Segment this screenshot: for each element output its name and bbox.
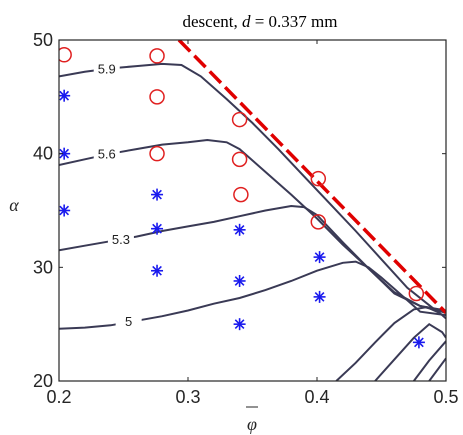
star-marker	[59, 204, 71, 217]
contour-label-background	[93, 60, 120, 77]
y-tick-label: 50	[33, 30, 53, 50]
boundary-line	[177, 40, 446, 315]
contour-label: 5	[125, 314, 132, 329]
star-marker	[151, 188, 164, 201]
circle-marker	[310, 214, 327, 230]
contour-line	[428, 357, 446, 381]
contour-label: 5.6	[98, 147, 116, 162]
circle-marker	[233, 186, 249, 203]
circle-marker	[231, 151, 248, 168]
contour-label: 5.3	[112, 232, 130, 247]
contour-label-background	[107, 230, 134, 247]
star-marker	[233, 318, 246, 331]
x-tick-label: 0.5	[433, 387, 458, 407]
y-tick-label: 40	[33, 144, 53, 164]
circle-marker	[231, 111, 248, 128]
circle-marker	[149, 145, 165, 162]
plot-area: 5.9 5.6 5.3 5	[59, 40, 446, 381]
contour-label-background	[115, 312, 142, 329]
x-tick-label: 0.2	[46, 387, 71, 407]
star-marker	[313, 290, 326, 303]
circle-marker	[408, 285, 425, 302]
star-marker	[151, 222, 164, 235]
contour-line	[59, 62, 446, 314]
circle-marker	[59, 47, 72, 63]
contour-label: 5.9	[98, 61, 116, 76]
star-marker	[412, 336, 425, 349]
star-marker	[59, 89, 71, 102]
star-marker	[233, 223, 246, 236]
star-marker	[151, 264, 164, 277]
contour-label-background	[93, 145, 120, 162]
star-marker	[233, 274, 246, 287]
circle-marker	[149, 48, 165, 64]
y-tick-label: 20	[33, 371, 53, 391]
x-tick-label: 0.4	[304, 387, 329, 407]
axes-box	[58, 39, 447, 382]
y-tick-label: 30	[33, 257, 53, 277]
x-axis-label: φ	[247, 414, 257, 434]
star-marker	[313, 251, 326, 264]
chart-title: descent, d = 0.337 mm	[182, 12, 337, 31]
contour-line	[335, 306, 446, 381]
y-axis-label: α	[9, 195, 19, 215]
contour-line	[374, 322, 446, 381]
circle-marker	[310, 170, 327, 187]
circle-marker	[149, 89, 165, 105]
x-tick-label: 0.3	[175, 387, 200, 407]
contour-line	[413, 340, 446, 381]
contour-line	[59, 138, 446, 312]
ticks: 0.2 0.3 0.4 0.5 20 30 40 50	[33, 30, 459, 407]
contour-line	[59, 204, 446, 314]
